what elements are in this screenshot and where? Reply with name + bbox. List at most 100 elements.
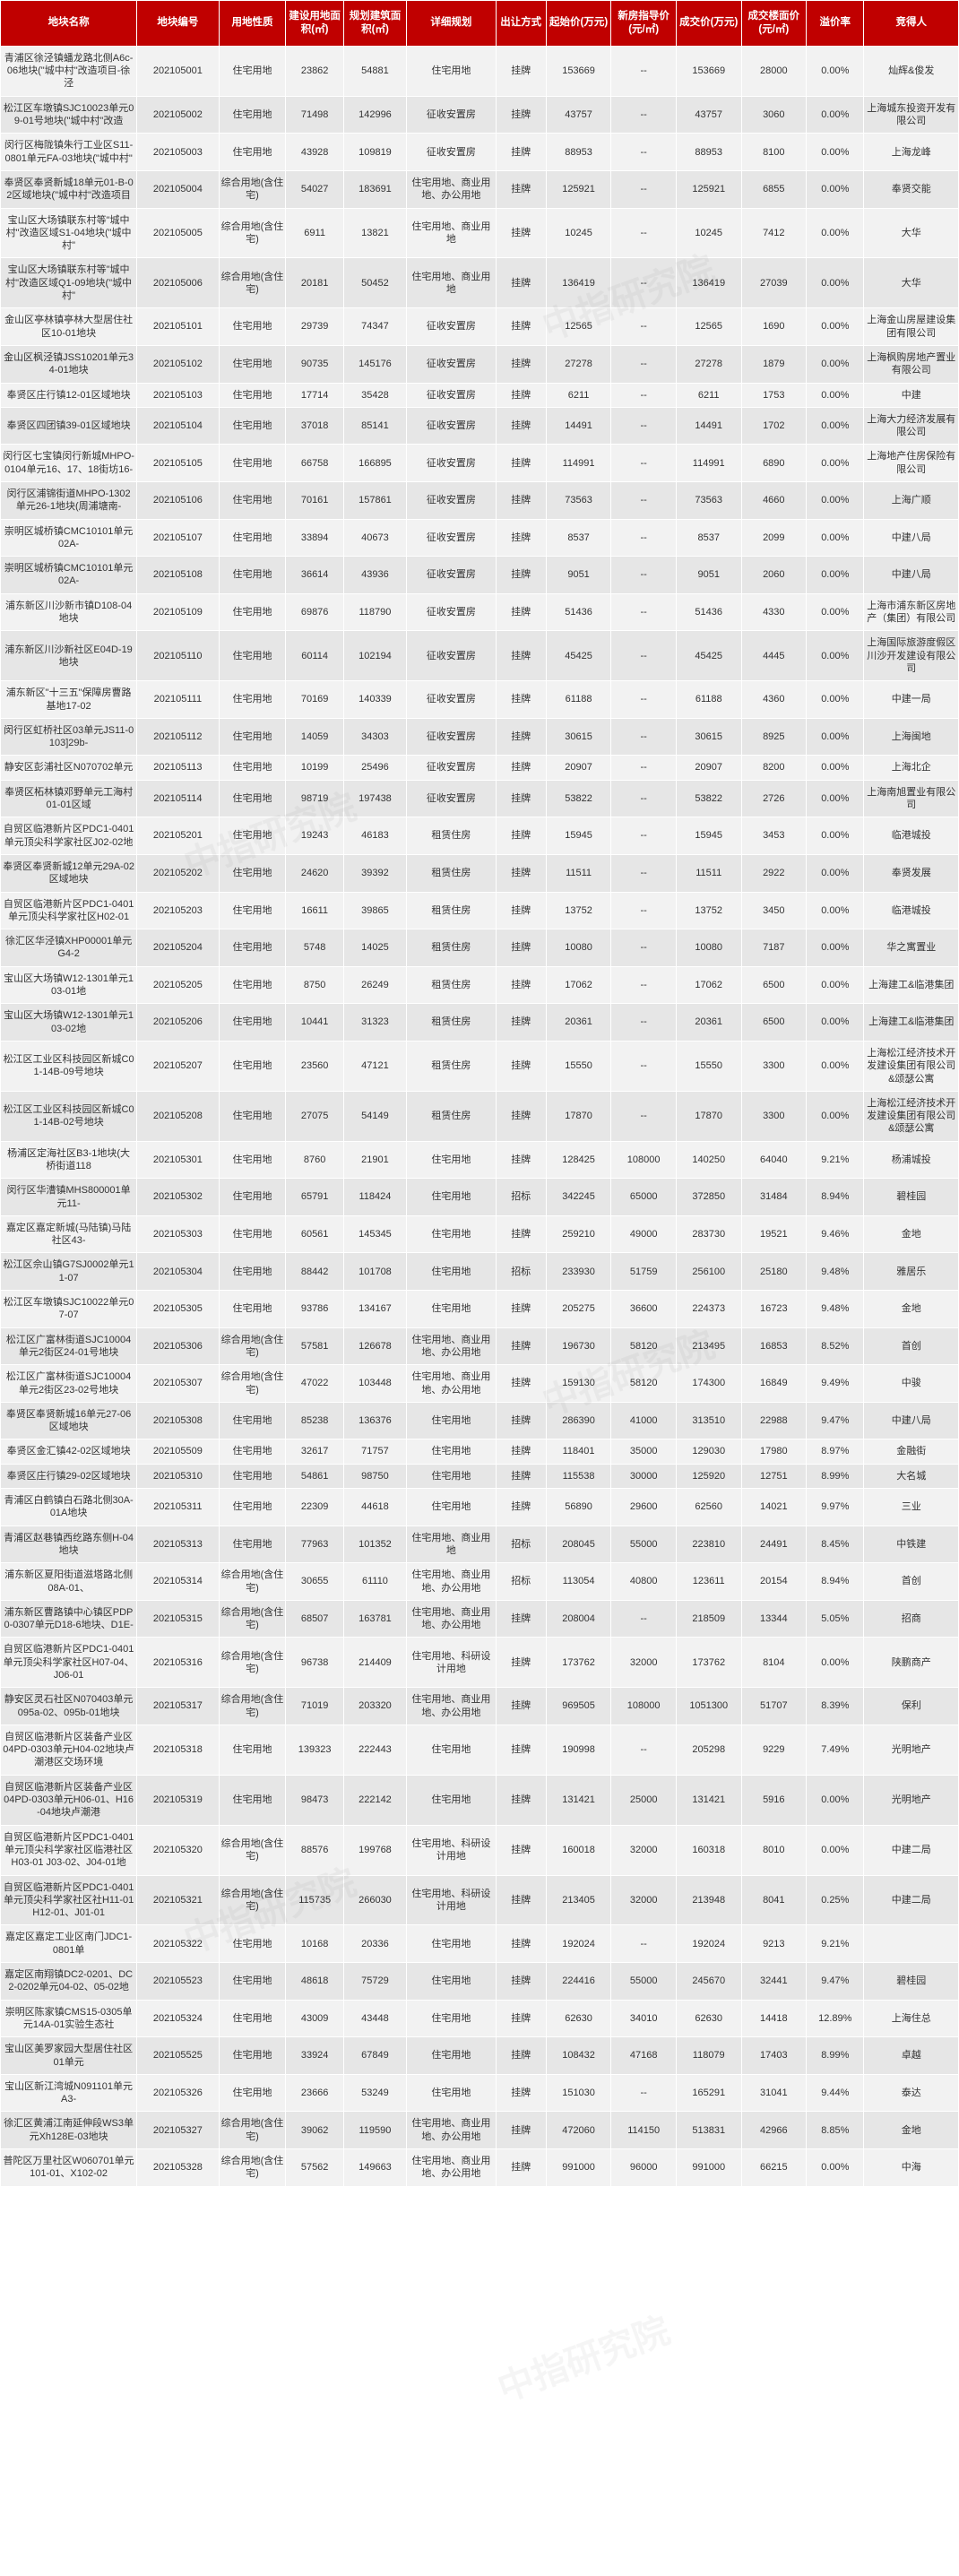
table-cell: 征收安置房 — [407, 445, 497, 482]
table-cell: 松江区佘山镇G7SJ0002单元11-07 — [1, 1253, 137, 1291]
table-cell: 163781 — [343, 1600, 406, 1638]
table-cell: 招标 — [496, 1526, 546, 1563]
table-cell: -- — [611, 1925, 677, 1963]
table-row: 崇明区城桥镇CMC10101单元02A-202105107住宅用地3389440… — [1, 519, 959, 557]
table-cell: 住宅用地 — [219, 929, 286, 967]
table-cell: 松江区车墩镇SJC10023单元09-01号地块("城中村"改造 — [1, 96, 137, 134]
table-cell: 住宅用地 — [219, 1925, 286, 1963]
table-cell: 202105308 — [137, 1402, 219, 1439]
table-cell: 32441 — [741, 1963, 807, 2001]
table-cell: -- — [611, 96, 677, 134]
table-cell: 浦东新区曹路镇中心镇区PDP0-0307单元D18-6地块、D1E- — [1, 1600, 137, 1638]
table-cell: 住宅用地 — [407, 1215, 497, 1253]
table-cell: 125920 — [676, 1464, 741, 1488]
table-cell: 普陀区万里社区W060701单元101-01、X102-02 — [1, 2149, 137, 2187]
table-cell: 45425 — [676, 631, 741, 681]
table-cell: 挂牌 — [496, 966, 546, 1004]
table-cell: 奉贤区庄行镇12-01区域地块 — [1, 383, 137, 407]
table-cell: 145176 — [343, 345, 406, 383]
table-cell: 202105004 — [137, 170, 219, 208]
table-cell: 挂牌 — [496, 2037, 546, 2075]
table-cell: 57562 — [286, 2149, 343, 2187]
table-cell: 0.00% — [807, 2149, 864, 2187]
table-cell: 浦东新区"十三五"保障房曹路基地17-02 — [1, 681, 137, 719]
table-cell: 22309 — [286, 1489, 343, 1526]
table-cell: 挂牌 — [496, 1215, 546, 1253]
table-cell: 奉贤区四团镇39-01区域地块 — [1, 407, 137, 445]
table-cell: 征收安置房 — [407, 482, 497, 520]
table-cell: 202105322 — [137, 1925, 219, 1963]
table-cell: 114991 — [546, 445, 611, 482]
table-cell: 中建八局 — [864, 1402, 959, 1439]
table-cell: 64040 — [741, 1141, 807, 1179]
table-cell: 挂牌 — [496, 1365, 546, 1403]
table-cell: 徐汇区黄浦江南延伸段WS3单元Xh128E-03地块 — [1, 2112, 137, 2149]
table-cell: 174300 — [676, 1365, 741, 1403]
table-cell: 住宅用地 — [219, 718, 286, 756]
table-cell: 202105003 — [137, 134, 219, 171]
table-cell: 51436 — [676, 593, 741, 631]
table-cell: 222142 — [343, 1775, 406, 1825]
table-cell: 临港城投 — [864, 892, 959, 929]
table-cell: 9.47% — [807, 1402, 864, 1439]
table-cell: 征收安置房 — [407, 681, 497, 719]
table-cell: 中建 — [864, 383, 959, 407]
table-cell: 202105206 — [137, 1004, 219, 1042]
table-cell: 3300 — [741, 1041, 807, 1091]
table-cell: 48618 — [286, 1963, 343, 2001]
table-cell: 挂牌 — [496, 134, 546, 171]
table-cell: 41000 — [611, 1402, 677, 1439]
table-cell: 挂牌 — [496, 1291, 546, 1328]
table-row: 宝山区大场镇联东村等"城中村"改造区域S1-04地块("城中村"20210500… — [1, 208, 959, 258]
table-cell: 住宅用地 — [219, 756, 286, 780]
table-cell: 宝山区新江湾城N091101单元A3- — [1, 2074, 137, 2112]
table-cell: 17870 — [546, 1091, 611, 1141]
table-cell: 9.48% — [807, 1253, 864, 1291]
table-cell: 118790 — [343, 593, 406, 631]
table-cell: 租赁住房 — [407, 929, 497, 967]
table-cell: 19521 — [741, 1215, 807, 1253]
table-cell: 陕鹏商产 — [864, 1638, 959, 1688]
table-cell: 14059 — [286, 718, 343, 756]
table-cell: 住宅用地 — [407, 1963, 497, 2001]
table-cell: 136376 — [343, 1402, 406, 1439]
table-cell: 住宅用地 — [407, 1141, 497, 1179]
table-cell: 征收安置房 — [407, 756, 497, 780]
table-cell: 10245 — [546, 208, 611, 258]
table-cell: 119590 — [343, 2112, 406, 2149]
table-cell: 202105006 — [137, 258, 219, 308]
table-cell: -- — [611, 170, 677, 208]
table-cell: 挂牌 — [496, 170, 546, 208]
table-cell: 宝山区大场镇联东村等"城中村"改造区域Q1-09地块("城中村" — [1, 258, 137, 308]
table-row: 青浦区赵巷镇西纥路东侧H-04地块202105313住宅用地7796310135… — [1, 1526, 959, 1563]
table-cell: 上海龙峰 — [864, 134, 959, 171]
col-header-6: 出让方式 — [496, 1, 546, 47]
table-cell: 96000 — [611, 2149, 677, 2187]
table-cell: 青浦区徐泾镇蟠龙路北侧A6c-06地块("城中村"改造项目-徐泾 — [1, 46, 137, 96]
table-cell: 9.21% — [807, 1141, 864, 1179]
table-cell: 挂牌 — [496, 557, 546, 594]
table-cell: 108000 — [611, 1688, 677, 1725]
table-cell: 43757 — [676, 96, 741, 134]
table-cell: 32000 — [611, 1638, 677, 1688]
table-cell: -- — [611, 345, 677, 383]
table-cell: 17980 — [741, 1439, 807, 1464]
table-cell: 挂牌 — [496, 593, 546, 631]
table-row: 奉贤区奉贤新城18单元01-B-02区域地块("城中村"改造项目20210500… — [1, 170, 959, 208]
table-cell: 123611 — [676, 1563, 741, 1601]
table-cell: 54027 — [286, 170, 343, 208]
table-cell: 上海住总 — [864, 2000, 959, 2037]
table-cell: 224416 — [546, 1963, 611, 2001]
table-cell: 149663 — [343, 2149, 406, 2187]
table-cell: 招标 — [496, 1563, 546, 1601]
table-cell: 85238 — [286, 1402, 343, 1439]
table-cell: 199768 — [343, 1825, 406, 1875]
table-cell: 上海市浦东新区房地产（集团）有限公司 — [864, 593, 959, 631]
table-cell: 挂牌 — [496, 445, 546, 482]
table-cell: 8200 — [741, 756, 807, 780]
table-cell: 30615 — [546, 718, 611, 756]
table-cell: 8537 — [676, 519, 741, 557]
table-row: 静安区彭浦社区N070702单元202105113住宅用地1019925496征… — [1, 756, 959, 780]
table-cell: 挂牌 — [496, 1688, 546, 1725]
table-cell: 自贸区临港新片区PDC1-0401单元顶尖科学家社区社H11-01 H12-01… — [1, 1875, 137, 1925]
